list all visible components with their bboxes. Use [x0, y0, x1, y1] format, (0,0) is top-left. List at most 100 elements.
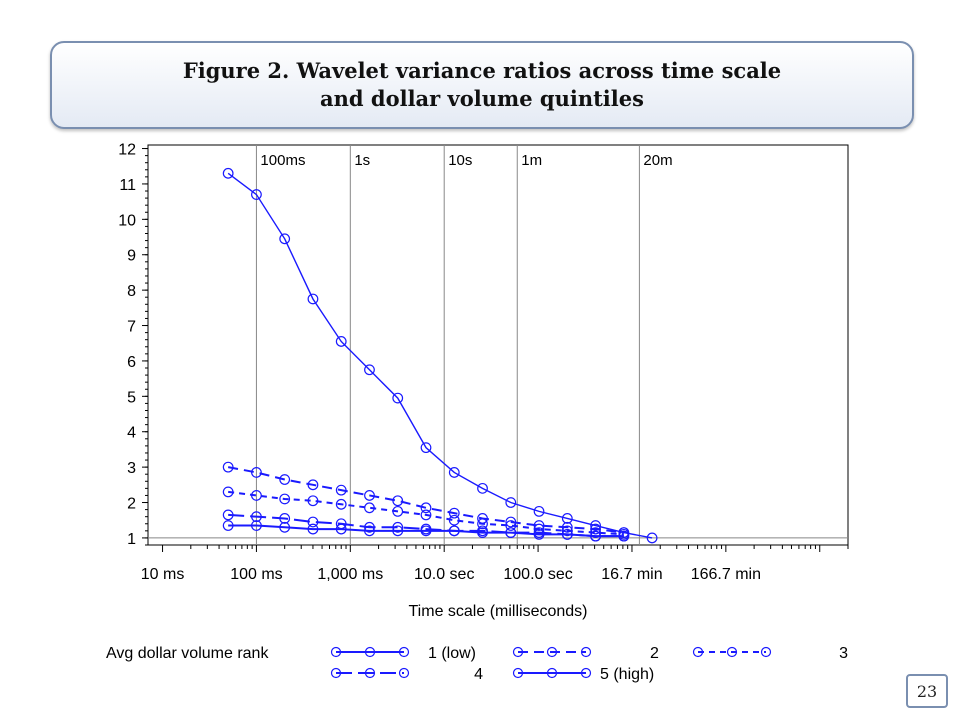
data-point — [251, 189, 262, 200]
data-point — [364, 502, 375, 514]
legend-marker — [330, 667, 342, 679]
legend-label-3: 3 — [839, 645, 848, 662]
legend-marker — [726, 646, 738, 658]
data-point — [505, 516, 517, 528]
y-tick-label-10: 10 — [118, 212, 136, 229]
x-tick-label-3: 10.0 sec — [414, 566, 474, 583]
data-point — [561, 528, 573, 540]
chart-title-line-1: Figure 2. Wavelet variance ratios across… — [182, 58, 782, 83]
legend-title: Avg dollar volume rank — [106, 645, 269, 662]
data-point — [533, 505, 545, 517]
y-tick-label-2: 2 — [127, 496, 136, 513]
legend-label-1: 1 (low) — [428, 645, 476, 662]
data-point — [420, 525, 432, 537]
data-point — [420, 442, 432, 454]
legend-marker — [580, 667, 592, 679]
legend-marker — [330, 646, 342, 658]
data-point — [646, 532, 658, 544]
data-point — [448, 514, 460, 526]
reference-label-0: 100ms — [260, 152, 305, 169]
y-tick-label-6: 6 — [127, 354, 136, 371]
y-tick-label-7: 7 — [127, 319, 136, 336]
reference-label-2: 10s — [448, 152, 472, 169]
data-point — [505, 520, 517, 531]
data-point — [279, 513, 291, 524]
data-point — [392, 495, 404, 507]
data-point — [420, 509, 432, 521]
x-tick-label-1: 100 ms — [230, 566, 282, 583]
data-point — [590, 523, 601, 535]
data-point — [618, 530, 630, 542]
data-point — [590, 527, 601, 539]
data-point — [222, 167, 234, 179]
data-point — [590, 530, 601, 542]
data-point — [279, 474, 291, 485]
data-point — [364, 490, 375, 501]
legend-marker — [364, 646, 376, 658]
data-point — [307, 479, 319, 491]
page-number: 23 — [906, 674, 948, 708]
data-point — [307, 516, 319, 528]
data-point — [364, 364, 375, 376]
legend-marker — [398, 646, 410, 658]
series-2 — [222, 461, 630, 539]
y-tick-label-3: 3 — [127, 460, 136, 477]
series-5 — [222, 520, 630, 542]
x-tick-label-0: 10 ms — [141, 566, 185, 583]
data-point — [279, 493, 291, 505]
x-tick-label-6: 166.7 min — [691, 566, 761, 583]
reference-label-1: 1s — [354, 152, 370, 169]
data-point — [222, 461, 234, 473]
data-point — [505, 527, 517, 539]
data-point — [335, 336, 347, 347]
plot-frame — [147, 144, 849, 546]
data-point — [477, 527, 488, 539]
y-tick-label-11: 11 — [119, 177, 136, 194]
legend-marker — [512, 667, 524, 679]
data-point — [335, 484, 347, 496]
data-point — [307, 523, 319, 535]
data-point — [364, 525, 375, 537]
reference-label-3: 1m — [521, 152, 542, 169]
data-point — [533, 520, 545, 531]
data-point — [222, 520, 234, 531]
y-tick-label-12: 12 — [118, 142, 136, 159]
data-point — [561, 513, 573, 524]
data-point — [477, 482, 488, 494]
data-point — [222, 486, 234, 498]
series-line-5 — [228, 524, 624, 538]
y-tick-label-9: 9 — [127, 248, 136, 265]
reference-label-4: 20m — [643, 152, 672, 169]
data-point — [335, 498, 347, 510]
data-point — [222, 509, 234, 521]
x-tick-label-2: 1,000 ms — [317, 566, 383, 583]
y-tick-label-8: 8 — [127, 283, 136, 300]
data-point — [251, 467, 262, 478]
data-point — [420, 502, 432, 514]
series-3 — [222, 486, 630, 540]
data-point — [392, 521, 404, 533]
legend-marker — [364, 667, 376, 679]
x-tick-label-5: 16.7 min — [601, 566, 662, 583]
legend-marker — [692, 646, 704, 658]
legend-marker — [546, 667, 558, 679]
data-point — [251, 490, 262, 501]
data-point — [279, 233, 291, 245]
legend-label-5: 5 (high) — [600, 666, 654, 683]
data-point — [533, 528, 545, 540]
series-1 — [222, 167, 658, 544]
data-point — [392, 505, 404, 517]
series-line-2 — [227, 466, 624, 534]
legend-marker — [580, 646, 592, 658]
data-point — [279, 521, 291, 533]
legend-marker — [760, 646, 772, 658]
data-point — [364, 521, 375, 533]
data-point — [561, 525, 573, 537]
data-point — [448, 467, 460, 478]
data-point — [335, 523, 347, 535]
data-point — [505, 497, 517, 508]
data-point — [590, 520, 601, 531]
y-tick-label-5: 5 — [127, 389, 136, 406]
legend-marker — [512, 646, 524, 658]
